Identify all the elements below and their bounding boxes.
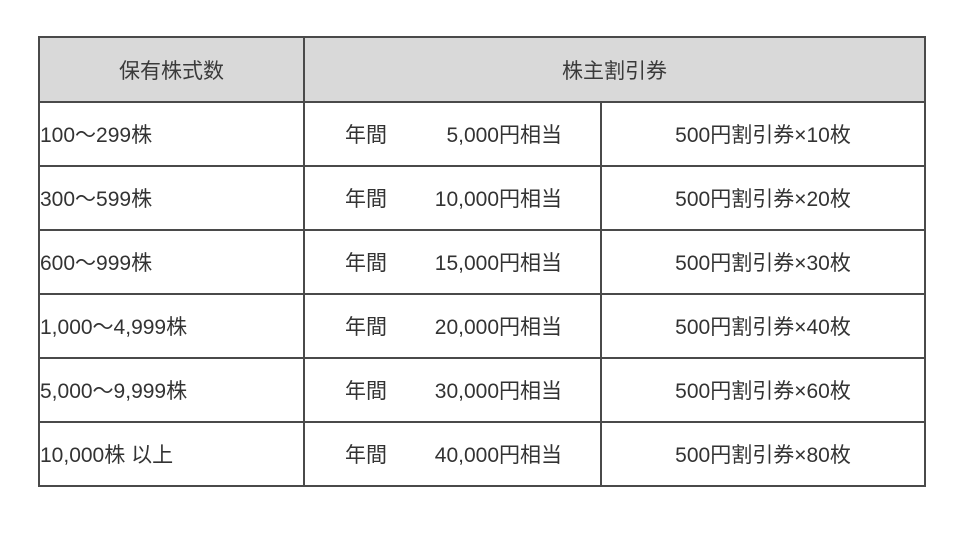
annual-value-cell: 年間 10,000円相当 <box>303 165 602 231</box>
annual-value-cell: 年間 40,000円相当 <box>303 421 602 487</box>
shares-range-cell: 100〜299株 <box>38 101 305 167</box>
annual-amount: 10,000円相当 <box>434 188 562 211</box>
annual-value-layout: 年間 40,000円相当 <box>305 439 600 469</box>
annual-value-layout: 年間 5,000円相当 <box>305 119 600 149</box>
header-row: 保有株式数 株主割引券 <box>38 36 926 103</box>
table-header: 保有株式数 株主割引券 <box>38 36 926 103</box>
annual-label: 年間 <box>345 444 387 467</box>
annual-value-cell: 年間 15,000円相当 <box>303 229 602 295</box>
annual-label: 年間 <box>345 252 387 275</box>
annual-amount: 30,000円相当 <box>434 380 562 403</box>
annual-label: 年間 <box>345 316 387 339</box>
shares-range-cell: 10,000株 以上 <box>38 421 305 487</box>
annual-amount: 5,000円相当 <box>446 124 562 147</box>
coupon-count-cell: 500円割引券×30枚 <box>600 229 926 295</box>
annual-value-cell: 年間 5,000円相当 <box>303 101 602 167</box>
shares-range-cell: 300〜599株 <box>38 165 305 231</box>
annual-label: 年間 <box>345 124 387 147</box>
table-row: 1,000〜4,999株 年間 20,000円相当 500円割引券×40枚 <box>38 293 926 359</box>
annual-value-layout: 年間 15,000円相当 <box>305 247 600 277</box>
table-row: 600〜999株 年間 15,000円相当 500円割引券×30枚 <box>38 229 926 295</box>
coupon-count-cell: 500円割引券×20枚 <box>600 165 926 231</box>
annual-label: 年間 <box>345 188 387 211</box>
annual-value-cell: 年間 30,000円相当 <box>303 357 602 423</box>
annual-amount: 15,000円相当 <box>434 252 562 275</box>
coupon-count-cell: 500円割引券×80枚 <box>600 421 926 487</box>
coupon-count-cell: 500円割引券×40枚 <box>600 293 926 359</box>
annual-amount: 40,000円相当 <box>434 444 562 467</box>
shareholder-benefit-table: 保有株式数 株主割引券 100〜299株 年間 5,000円相当 500円割引券… <box>38 36 926 487</box>
shares-range-cell: 1,000〜4,999株 <box>38 293 305 359</box>
table-body: 100〜299株 年間 5,000円相当 500円割引券×10枚 300〜599… <box>38 101 926 487</box>
table-row: 100〜299株 年間 5,000円相当 500円割引券×10枚 <box>38 101 926 167</box>
coupon-count-cell: 500円割引券×60枚 <box>600 357 926 423</box>
table-row: 300〜599株 年間 10,000円相当 500円割引券×20枚 <box>38 165 926 231</box>
annual-value-layout: 年間 10,000円相当 <box>305 183 600 213</box>
table-row: 10,000株 以上 年間 40,000円相当 500円割引券×80枚 <box>38 421 926 487</box>
annual-value-layout: 年間 30,000円相当 <box>305 375 600 405</box>
shares-range-cell: 5,000〜9,999株 <box>38 357 305 423</box>
table-row: 5,000〜9,999株 年間 30,000円相当 500円割引券×60枚 <box>38 357 926 423</box>
annual-label: 年間 <box>345 380 387 403</box>
shares-range-cell: 600〜999株 <box>38 229 305 295</box>
header-shareholder-coupon: 株主割引券 <box>303 36 926 103</box>
annual-amount: 20,000円相当 <box>434 316 562 339</box>
coupon-count-cell: 500円割引券×10枚 <box>600 101 926 167</box>
annual-value-cell: 年間 20,000円相当 <box>303 293 602 359</box>
header-shares-held: 保有株式数 <box>38 36 305 103</box>
annual-value-layout: 年間 20,000円相当 <box>305 311 600 341</box>
